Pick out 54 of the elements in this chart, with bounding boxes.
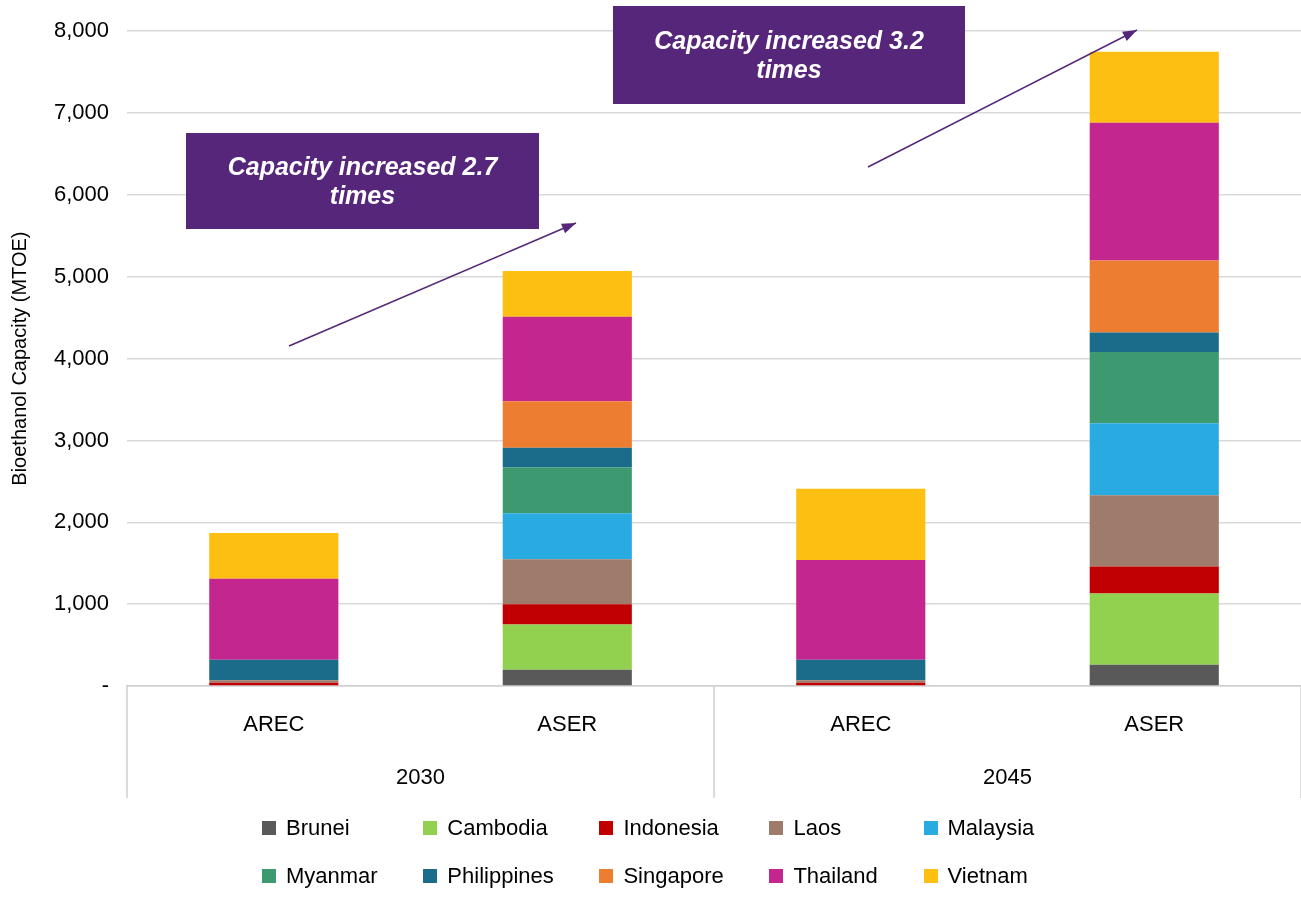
y-tick-label: 5,000 <box>53 262 110 288</box>
x-tick-label: ASER <box>1124 711 1185 737</box>
legend-label: Brunei <box>286 815 350 841</box>
bar <box>502 401 632 448</box>
bar <box>1089 593 1219 665</box>
legend-label: Philippines <box>447 863 554 889</box>
y-tick-label: 3,000 <box>53 426 110 452</box>
x-tick-label: AREC <box>830 711 892 737</box>
bar <box>502 447 632 468</box>
x-tick-label: ASER <box>537 711 598 737</box>
legend-label: Singapore <box>623 863 724 889</box>
bar <box>1089 51 1219 123</box>
bar <box>502 271 632 317</box>
bar <box>502 624 632 670</box>
text: 2045 <box>983 764 1032 790</box>
bar <box>502 513 632 560</box>
legend-label: Cambodia <box>447 815 548 841</box>
x-tick-label: AREC <box>243 711 305 737</box>
legend-label: Thailand <box>793 863 878 889</box>
y-tick-label: 2,000 <box>53 508 110 534</box>
bar <box>1089 664 1219 686</box>
y-tick-label: 6,000 <box>53 180 110 206</box>
bar <box>502 604 632 625</box>
bar <box>1089 332 1219 353</box>
bar <box>502 467 632 514</box>
bar <box>502 559 632 605</box>
bar <box>209 659 339 681</box>
y-tick-label: - <box>101 672 110 698</box>
bar <box>1089 566 1219 594</box>
y-tick-label: 8,000 <box>53 17 110 43</box>
bar <box>1089 423 1219 496</box>
legend-label: Indonesia <box>623 815 719 841</box>
bar <box>502 316 632 402</box>
bar <box>796 559 926 660</box>
bar <box>796 488 926 560</box>
bar <box>1089 260 1219 333</box>
bar <box>209 532 339 579</box>
legend-label: Vietnam <box>947 863 1028 889</box>
y-tick-label: 4,000 <box>53 344 110 370</box>
y-axis-title: Bioethanol Capacity (MTOE) <box>7 231 30 486</box>
bar <box>796 659 926 681</box>
bar <box>209 578 339 660</box>
callout-box: Capacity increased 3.2 times <box>613 6 965 104</box>
bar <box>1089 122 1219 261</box>
legend-label: Myanmar <box>286 863 378 889</box>
bar <box>502 669 632 686</box>
legend-label: Malaysia <box>947 815 1035 841</box>
bar <box>1089 495 1219 567</box>
text: 2030 <box>396 764 446 790</box>
bar <box>1089 352 1219 424</box>
callout-box: Capacity increased 2.7 times <box>186 133 539 229</box>
y-tick-label: 1,000 <box>53 590 110 616</box>
y-tick-label: 7,000 <box>53 99 110 125</box>
legend-label: Laos <box>793 815 842 841</box>
